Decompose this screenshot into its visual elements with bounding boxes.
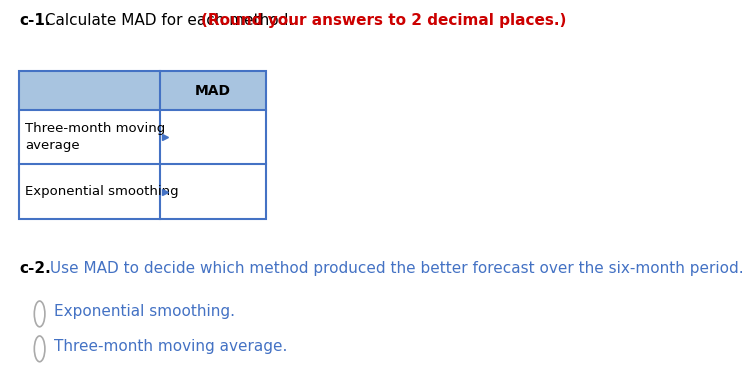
Text: Three-month moving
average: Three-month moving average — [25, 122, 165, 152]
Text: Exponential smoothing: Exponential smoothing — [25, 185, 179, 198]
Text: Calculate MAD for each method.: Calculate MAD for each method. — [40, 13, 297, 28]
Text: Use MAD to decide which method produced the better forecast over the six-month p: Use MAD to decide which method produced … — [46, 262, 744, 276]
Text: c-2.: c-2. — [19, 262, 51, 276]
Text: MAD: MAD — [195, 84, 231, 98]
Text: (Round your answers to 2 decimal places.): (Round your answers to 2 decimal places.… — [201, 13, 567, 28]
Text: Exponential smoothing.: Exponential smoothing. — [54, 305, 235, 319]
Text: c-1.: c-1. — [19, 13, 50, 28]
Text: Three-month moving average.: Three-month moving average. — [54, 339, 288, 354]
